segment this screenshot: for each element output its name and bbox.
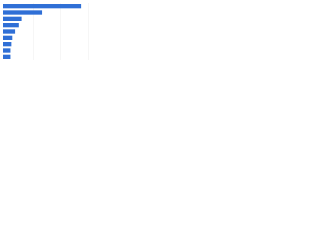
bar — [3, 23, 19, 28]
bar — [3, 29, 16, 34]
bar — [3, 54, 11, 59]
page: (() => { const data = JSON.parse(documen… — [0, 0, 100, 71]
chart — [0, 0, 100, 71]
bar — [3, 4, 82, 9]
bar — [3, 10, 43, 15]
bar — [3, 48, 11, 53]
bar — [3, 16, 22, 21]
bar — [3, 42, 12, 47]
bar — [3, 35, 13, 40]
